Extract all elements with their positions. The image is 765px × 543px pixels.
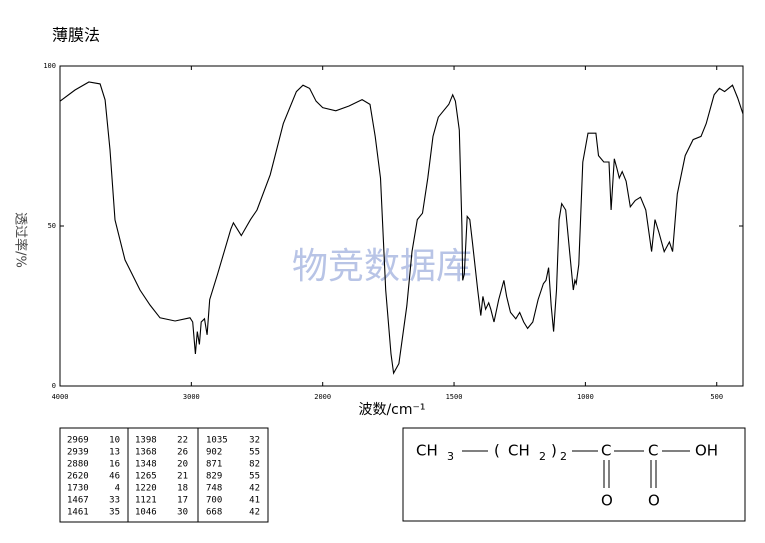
table-cell: 871 bbox=[206, 460, 222, 470]
table-cell: 902 bbox=[206, 448, 222, 458]
formula-text: 3 bbox=[447, 450, 454, 463]
formula-text: C bbox=[601, 442, 611, 460]
formula bbox=[462, 450, 690, 488]
x-tick-label: 3000 bbox=[183, 393, 200, 401]
formula-text: ( bbox=[494, 442, 500, 460]
formula-text: 2 bbox=[539, 450, 546, 463]
table-cell: 2969 bbox=[67, 436, 89, 446]
formula-text: CH bbox=[416, 442, 438, 460]
formula-text: OH bbox=[695, 442, 718, 460]
table-cell: 748 bbox=[206, 484, 222, 494]
table-cell: 2880 bbox=[67, 460, 89, 470]
x-tick-label: 1500 bbox=[446, 393, 463, 401]
x-tick-label: 2000 bbox=[314, 393, 331, 401]
table-cell: 46 bbox=[109, 472, 120, 482]
formula-text: ) bbox=[551, 442, 557, 460]
formula-text: 2 bbox=[560, 450, 567, 463]
y-tick-label: 100 bbox=[43, 62, 56, 70]
table-cell: 82 bbox=[249, 460, 260, 470]
table-cell: 2939 bbox=[67, 448, 89, 458]
table-cell: 10 bbox=[109, 436, 120, 446]
table-cell: 1368 bbox=[135, 448, 157, 458]
table-cell: 26 bbox=[177, 448, 188, 458]
y-tick-label: 50 bbox=[48, 222, 56, 230]
spectrum-line bbox=[59, 81, 744, 375]
x-tick-label: 4000 bbox=[52, 393, 69, 401]
table-cell: 42 bbox=[249, 508, 260, 518]
table-cell: 1730 bbox=[67, 484, 89, 494]
table-cell: 33 bbox=[109, 496, 120, 506]
table-cell: 32 bbox=[249, 436, 260, 446]
x-tick-label: 1000 bbox=[577, 393, 594, 401]
x-axis-label: 波数/cm⁻¹ bbox=[358, 402, 425, 418]
table-cell: 829 bbox=[206, 472, 222, 482]
table-cell: 13 bbox=[109, 448, 120, 458]
table-cell: 18 bbox=[177, 484, 188, 494]
formula-text: CH bbox=[508, 442, 530, 460]
table-cell: 1035 bbox=[206, 436, 228, 446]
table-cell: 21 bbox=[177, 472, 188, 482]
table-cell: 1046 bbox=[135, 508, 157, 518]
peak-table bbox=[59, 427, 269, 523]
table-cell: 55 bbox=[249, 448, 260, 458]
table-cell: 42 bbox=[249, 484, 260, 494]
formula-text: C bbox=[648, 442, 658, 460]
table-cell: 1220 bbox=[135, 484, 157, 494]
table-cell: 1461 bbox=[67, 508, 89, 518]
formula-box bbox=[402, 427, 746, 522]
table-cell: 35 bbox=[109, 508, 120, 518]
formula-text: O bbox=[601, 492, 613, 510]
table-cell: 1121 bbox=[135, 496, 157, 506]
table-cell: 1467 bbox=[67, 496, 89, 506]
table-cell: 1398 bbox=[135, 436, 157, 446]
table-cell: 700 bbox=[206, 496, 222, 506]
table-cell: 668 bbox=[206, 508, 222, 518]
table-cell: 41 bbox=[249, 496, 260, 506]
table-cell: 1348 bbox=[135, 460, 157, 470]
table-cell: 20 bbox=[177, 460, 188, 470]
table-cell: 1265 bbox=[135, 472, 157, 482]
table-cell: 16 bbox=[109, 460, 120, 470]
y-axis-label: 透过率/% bbox=[13, 212, 29, 268]
table-cell: 4 bbox=[115, 484, 120, 494]
table-cell: 55 bbox=[249, 472, 260, 482]
chart-title: 薄膜法 bbox=[52, 26, 100, 45]
formula-text: O bbox=[648, 492, 660, 510]
x-tick-label: 500 bbox=[710, 393, 723, 401]
plot-frame bbox=[59, 65, 744, 387]
table-cell: 22 bbox=[177, 436, 188, 446]
table-cell: 17 bbox=[177, 496, 188, 506]
table-cell: 30 bbox=[177, 508, 188, 518]
watermark: 物竞数据库 bbox=[292, 246, 472, 287]
y-tick-label: 0 bbox=[52, 382, 56, 390]
table-cell: 2620 bbox=[67, 472, 89, 482]
